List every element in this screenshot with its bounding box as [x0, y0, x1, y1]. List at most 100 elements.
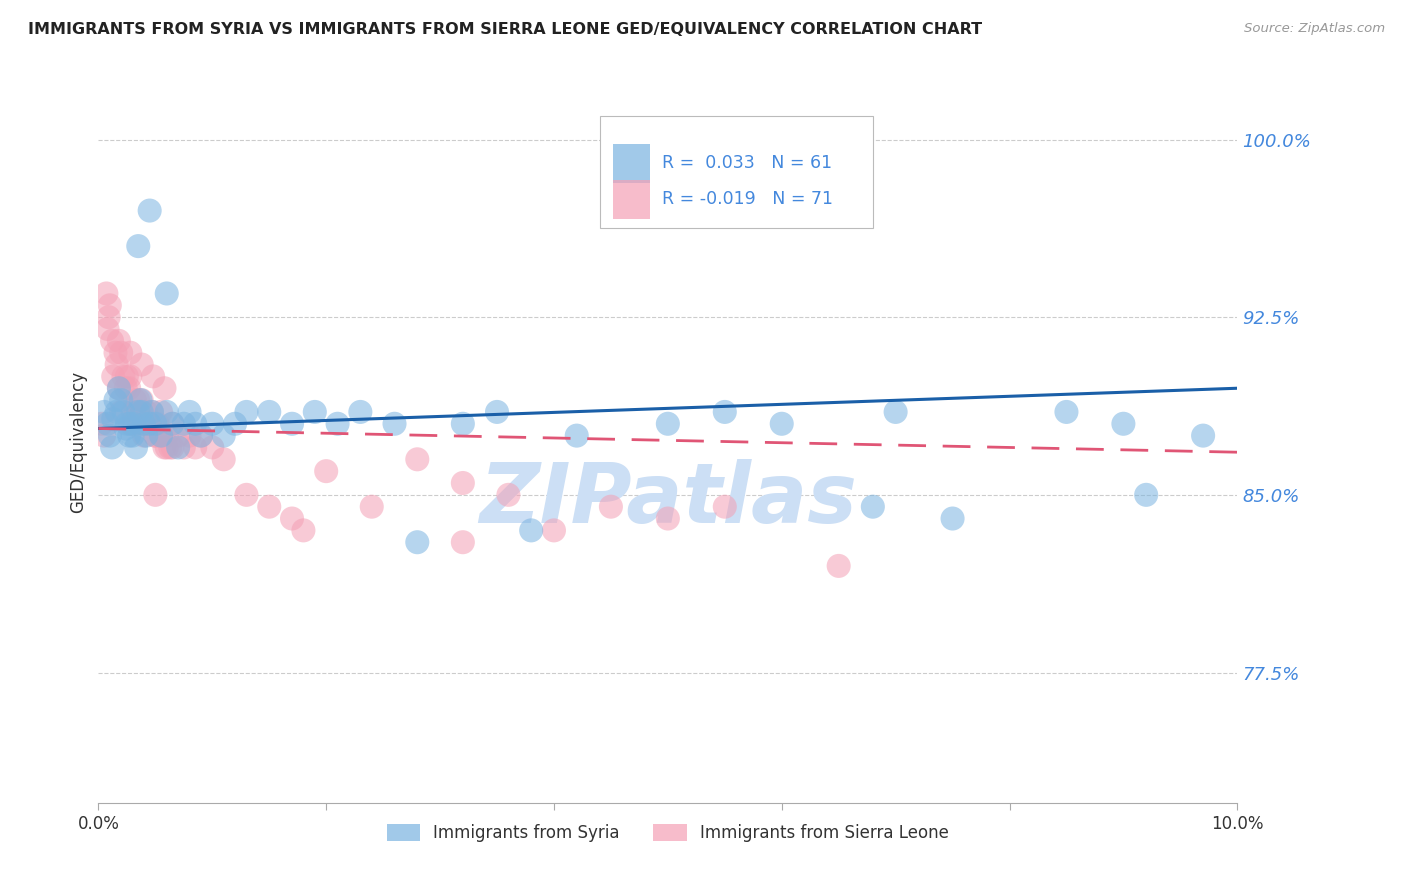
Point [115, 369, 138, 384]
Point [145, 488, 167, 502]
Point [173, 441, 195, 455]
Point [1056, 405, 1078, 419]
Point [159, 441, 181, 455]
Point [498, 488, 520, 502]
Text: IMMIGRANTS FROM SYRIA VS IMMIGRANTS FROM SIERRA LEONE GED/EQUIVALENCY CORRELATIO: IMMIGRANTS FROM SYRIA VS IMMIGRANTS FROM… [28, 22, 983, 37]
Point [103, 369, 125, 384]
Point [156, 405, 179, 419]
Point [129, 405, 152, 419]
Point [292, 524, 315, 538]
Point [120, 369, 142, 384]
Point [184, 441, 207, 455]
Point [131, 358, 153, 372]
Point [120, 345, 142, 359]
Point [146, 417, 169, 431]
FancyBboxPatch shape [599, 117, 873, 228]
Point [162, 417, 184, 431]
Text: ZIPatlas: ZIPatlas [479, 458, 856, 540]
Point [101, 441, 124, 455]
Point [153, 381, 176, 395]
Point [1112, 417, 1135, 431]
Point [131, 393, 153, 408]
Point [184, 417, 207, 431]
Point [127, 393, 149, 408]
Point [281, 511, 304, 525]
Point [97, 310, 120, 325]
Point [884, 405, 907, 419]
Point [451, 475, 474, 490]
Text: R = -0.019   N = 71: R = -0.019 N = 71 [662, 191, 834, 209]
Point [201, 441, 224, 455]
Point [259, 405, 281, 419]
Point [304, 405, 326, 419]
Point [112, 369, 135, 384]
Point [112, 405, 135, 419]
Point [281, 417, 304, 431]
Point [349, 405, 371, 419]
Point [103, 412, 125, 426]
Point [942, 511, 965, 525]
Point [114, 381, 136, 395]
Text: R =  0.033   N = 61: R = 0.033 N = 61 [662, 154, 832, 172]
Point [101, 334, 124, 348]
Point [150, 428, 173, 442]
Point [565, 428, 588, 442]
Point [600, 500, 623, 514]
Point [153, 441, 176, 455]
Point [862, 500, 884, 514]
Point [224, 417, 246, 431]
Point [406, 535, 429, 549]
Point [235, 488, 257, 502]
Point [150, 405, 173, 419]
Bar [613, 179, 650, 219]
Point [173, 417, 195, 431]
Point [138, 417, 160, 431]
Point [145, 417, 167, 431]
Point [127, 239, 149, 253]
Point [124, 393, 146, 408]
Point [156, 286, 179, 301]
Point [201, 417, 224, 431]
Point [124, 417, 146, 431]
Point [121, 417, 143, 431]
Point [108, 334, 131, 348]
Point [110, 405, 132, 419]
Point [132, 428, 155, 442]
Point [96, 322, 118, 336]
Point [110, 393, 132, 408]
Point [179, 428, 201, 442]
Point [121, 428, 143, 442]
Point [156, 441, 179, 455]
Point [138, 203, 160, 218]
Point [145, 428, 167, 442]
Point [212, 428, 235, 442]
Point [138, 417, 160, 431]
Point [118, 428, 141, 442]
Point [90, 417, 112, 431]
Point [179, 405, 201, 419]
Point [406, 452, 429, 467]
Point [714, 500, 737, 514]
Point [190, 428, 212, 442]
Point [360, 500, 382, 514]
Point [110, 345, 132, 359]
Point [104, 393, 127, 408]
Point [326, 417, 349, 431]
Point [714, 405, 737, 419]
Point [96, 286, 118, 301]
Point [138, 417, 160, 431]
Point [1192, 428, 1215, 442]
Point [828, 558, 851, 573]
Point [120, 417, 142, 431]
Point [105, 358, 128, 372]
Text: Source: ZipAtlas.com: Source: ZipAtlas.com [1244, 22, 1385, 36]
Point [114, 421, 136, 435]
Point [657, 417, 679, 431]
Point [315, 464, 337, 478]
Point [108, 381, 131, 395]
Point [235, 405, 257, 419]
Point [121, 405, 143, 419]
Point [142, 369, 165, 384]
Point [167, 441, 190, 455]
Point [451, 535, 474, 549]
